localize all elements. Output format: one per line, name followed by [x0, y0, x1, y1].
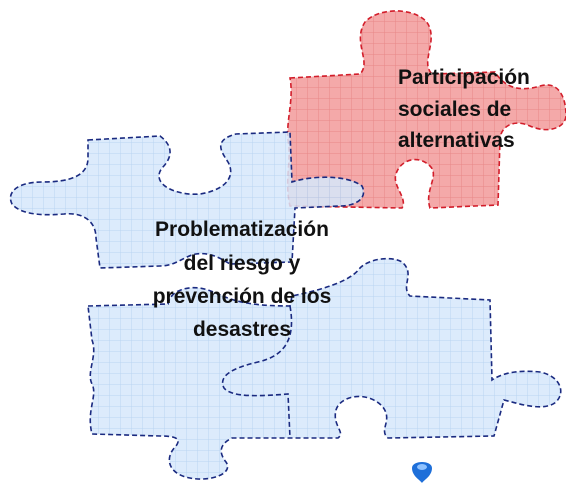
marker-highlight [417, 464, 427, 470]
page: Participación sociales de alternativas P… [0, 0, 566, 483]
piece-label: sociales de [398, 98, 511, 121]
puzzle-diagram: Participación sociales de alternativas P… [0, 0, 566, 483]
piece-label: alternativas [398, 129, 515, 152]
piece-label: Problematización [155, 218, 329, 241]
piece-label: desastres [193, 318, 291, 341]
piece-label: prevención de los [153, 285, 332, 308]
piece-label: Participación [398, 66, 530, 89]
piece-label: del riesgo y [184, 252, 301, 275]
